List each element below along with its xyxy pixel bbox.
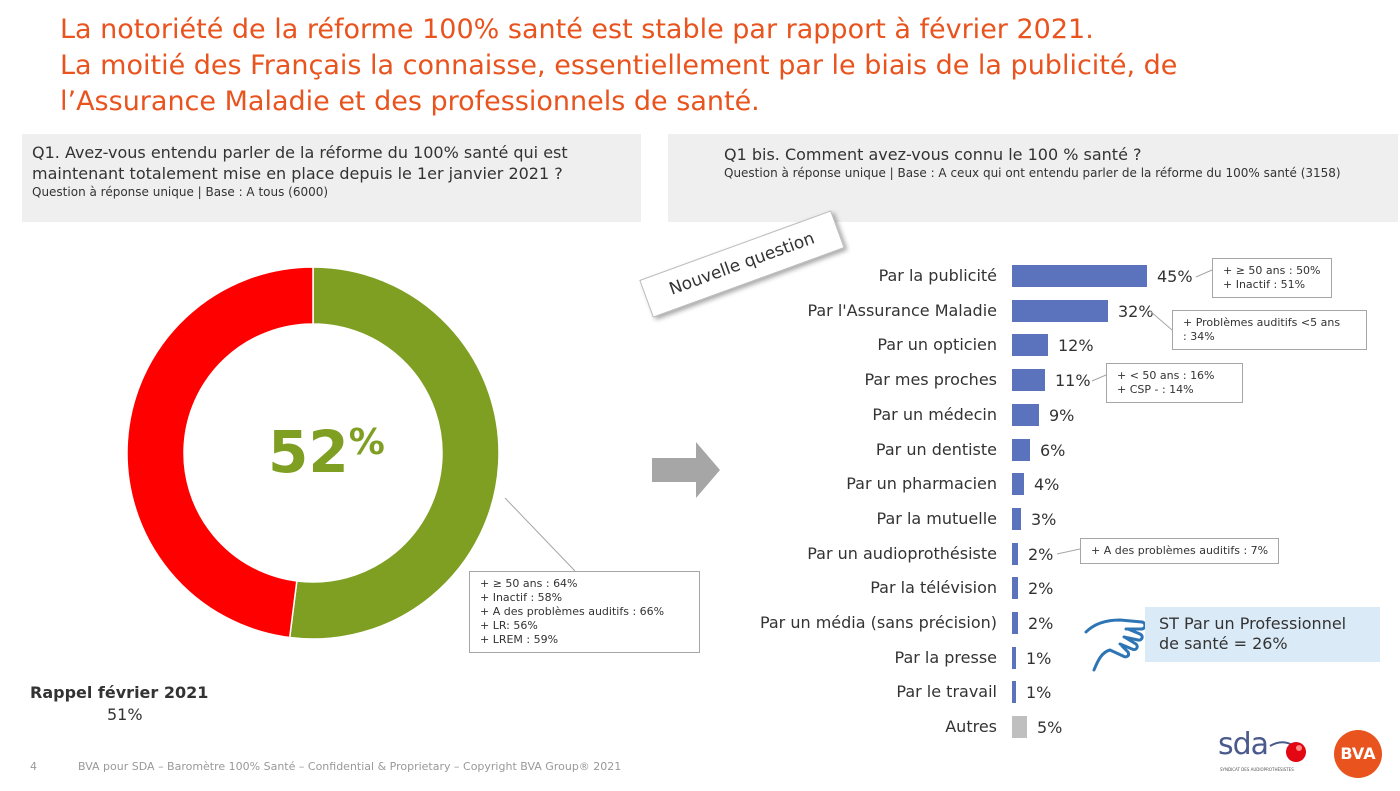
bar — [1012, 404, 1039, 426]
title-line-1: La notoriété de la réforme 100% santé es… — [60, 12, 1360, 48]
bar-category-label: Par l'Assurance Maladie — [697, 301, 997, 320]
bar-category-label: Par mes proches — [697, 370, 997, 389]
bar-value-label: 3% — [1031, 510, 1056, 529]
note-line: + < 50 ans : 16% — [1117, 369, 1232, 383]
bar — [1012, 369, 1045, 391]
connector-audio — [1057, 549, 1080, 554]
bar-value-label: 32% — [1118, 302, 1154, 321]
bar-value-label: 45% — [1157, 267, 1193, 286]
title-line-2: La moitié des Français la connaisse, ess… — [60, 48, 1360, 84]
bar-category-label: Par la mutuelle — [697, 509, 997, 528]
bar-category-label: Par un pharmacien — [697, 474, 997, 493]
note-line: + Inactif : 51% — [1223, 278, 1321, 292]
connector-donut — [505, 498, 575, 571]
bar — [1012, 577, 1018, 599]
bar — [1012, 473, 1024, 495]
donut-center-value: 52 — [268, 418, 349, 486]
sda-logo: sda — [1218, 727, 1268, 762]
note-line: : 34% — [1183, 330, 1356, 344]
bar-value-label: 6% — [1040, 441, 1065, 460]
bar-value-label: 1% — [1026, 683, 1051, 702]
bar-value-label: 2% — [1028, 545, 1053, 564]
bar — [1012, 439, 1030, 461]
bar-category-label: Par un médecin — [697, 405, 997, 424]
bar — [1012, 334, 1048, 356]
bar-value-label: 9% — [1049, 406, 1074, 425]
footer-text: BVA pour SDA – Baromètre 100% Santé – Co… — [78, 760, 621, 773]
bar-value-label: 2% — [1028, 579, 1053, 598]
callout-line-1: ST Par un Professionnel — [1159, 614, 1366, 634]
donut-note: + ≥ 50 ans : 64% + Inactif : 58% + A des p… — [469, 571, 700, 653]
bar-value-label: 1% — [1026, 649, 1051, 668]
slide-title: La notoriété de la réforme 100% santé es… — [60, 12, 1360, 120]
note-line: + A des problèmes auditifs : 66% — [480, 605, 689, 619]
page-number: 4 — [30, 760, 37, 773]
bar-category-label: Par le travail — [697, 682, 997, 701]
bar — [1012, 543, 1018, 565]
rappel-label: Rappel février 2021 — [30, 683, 208, 702]
q2-question-box: Q1 bis. Comment avez-vous connu le 100 %… — [668, 134, 1398, 222]
bar-value-label: 2% — [1028, 614, 1053, 633]
bar — [1012, 681, 1016, 703]
note-publicite: + ≥ 50 ans : 50% + Inactif : 51% — [1212, 258, 1332, 298]
note-line: + LR: 56% — [480, 619, 689, 633]
q1-question-box: Q1. Avez-vous entendu parler de la réfor… — [22, 134, 641, 222]
q2-base-text: Question à réponse unique | Base : A ceu… — [724, 165, 1342, 181]
pointing-hand-icon — [1080, 612, 1150, 674]
bar-category-label: Par un opticien — [697, 335, 997, 354]
donut-center-unit: % — [349, 422, 385, 463]
connector-proches — [1092, 375, 1106, 381]
note-line: + Problèmes auditifs <5 ans — [1183, 316, 1356, 330]
bar-value-label: 5% — [1037, 718, 1062, 737]
note-line: + CSP - : 14% — [1117, 383, 1232, 397]
bar — [1012, 716, 1027, 738]
bar — [1012, 300, 1108, 322]
note-line: + A des problèmes auditifs : 7% — [1091, 544, 1268, 558]
bar-value-label: 12% — [1058, 336, 1094, 355]
bar — [1012, 612, 1018, 634]
bar-category-label: Par un audioprothésiste — [697, 544, 997, 563]
bar-category-label: Autres — [697, 717, 997, 736]
q1-question-text: Q1. Avez-vous entendu parler de la réfor… — [32, 142, 631, 184]
note-line: + LREM : 59% — [480, 633, 689, 647]
note-proches: + < 50 ans : 16% + CSP - : 14% — [1106, 363, 1243, 403]
bar-category-label: Par un dentiste — [697, 440, 997, 459]
bva-logo: BVA — [1334, 730, 1382, 778]
note-assurance: + Problèmes auditifs <5 ans: 34% — [1172, 310, 1367, 350]
q2-question-text: Q1 bis. Comment avez-vous connu le 100 %… — [724, 144, 1342, 165]
q1-base-text: Question à réponse unique | Base : A tou… — [32, 184, 631, 200]
bar-category-label: Par un média (sans précision) — [697, 613, 997, 632]
bar-category-label: Par la télévision — [697, 578, 997, 597]
bar — [1012, 647, 1016, 669]
bar-value-label: 4% — [1034, 475, 1059, 494]
title-line-3: l’Assurance Maladie et des professionnel… — [60, 84, 1360, 120]
rappel-value: 51% — [107, 705, 143, 724]
bar-category-label: Par la presse — [697, 648, 997, 667]
note-line: + ≥ 50 ans : 64% — [480, 577, 689, 591]
callout-line-2: de santé = 26% — [1159, 634, 1366, 654]
donut-center-label: 52% — [268, 418, 385, 486]
sda-logo-subtitle: SYNDICAT DES AUDIOPROTHÉSISTES — [1220, 767, 1294, 772]
note-line: + ≥ 50 ans : 50% — [1223, 264, 1321, 278]
bar — [1012, 508, 1021, 530]
bar-value-label: 11% — [1055, 371, 1091, 390]
bar-category-label: Par la publicité — [697, 266, 997, 285]
connector-publicite — [1196, 270, 1212, 277]
note-audio: + A des problèmes auditifs : 7% — [1080, 538, 1279, 564]
note-line: + Inactif : 58% — [480, 591, 689, 605]
bar — [1012, 265, 1147, 287]
professional-callout: ST Par un Professionnel de santé = 26% — [1145, 607, 1380, 662]
